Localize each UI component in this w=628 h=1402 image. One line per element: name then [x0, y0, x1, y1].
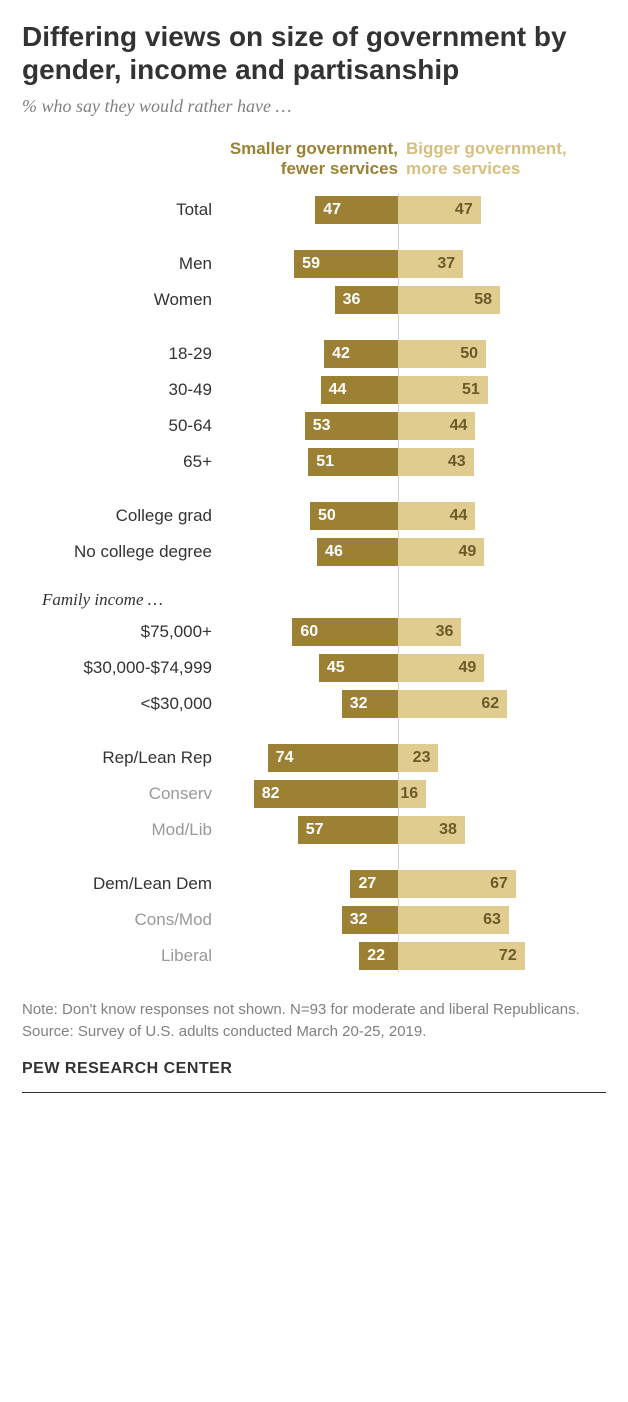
chart-row: Cons/Mod 3263 [22, 904, 606, 936]
row-label: 65+ [22, 452, 222, 472]
row-label: $75,000+ [22, 622, 222, 642]
bar-smaller-gov: 47 [315, 196, 398, 224]
chart-row: Liberal 2272 [22, 940, 606, 972]
legend-right: Bigger government, more services [398, 139, 567, 180]
bar-smaller-gov: 45 [319, 654, 398, 682]
section-header: Family income … [22, 590, 606, 610]
bar-smaller-gov: 82 [254, 780, 398, 808]
bar-bigger-gov: 63 [398, 906, 509, 934]
bar-smaller-gov: 59 [294, 250, 398, 278]
bar-bigger-gov: 38 [398, 816, 465, 844]
chart-row: Conserv 8216 [22, 778, 606, 810]
row-label: Liberal [22, 946, 222, 966]
bar-smaller-gov: 60 [292, 618, 398, 646]
bar-bigger-gov: 37 [398, 250, 463, 278]
chart-row: 18-29 4250 [22, 338, 606, 370]
chart-row: College grad 5044 [22, 500, 606, 532]
chart-row: Rep/Lean Rep 7423 [22, 742, 606, 774]
chart-row: <$30,000 3262 [22, 688, 606, 720]
bar-smaller-gov: 74 [268, 744, 398, 772]
bar-bigger-gov: 16 [398, 780, 426, 808]
row-label: College grad [22, 506, 222, 526]
bar-smaller-gov: 36 [335, 286, 398, 314]
row-label: 30-49 [22, 380, 222, 400]
chart-title: Differing views on size of government by… [22, 20, 606, 86]
bar-smaller-gov: 22 [359, 942, 398, 970]
legend-left-line2: fewer services [22, 159, 398, 179]
row-label: <$30,000 [22, 694, 222, 714]
bar-bigger-gov: 72 [398, 942, 525, 970]
chart-row: Dem/Lean Dem 2767 [22, 868, 606, 900]
chart-row: No college degree 4649 [22, 536, 606, 568]
bar-smaller-gov: 27 [350, 870, 398, 898]
row-label: $30,000-$74,999 [22, 658, 222, 678]
bar-bigger-gov: 67 [398, 870, 516, 898]
row-label: 50-64 [22, 416, 222, 436]
row-label: Women [22, 290, 222, 310]
legend-left-line1: Smaller government, [22, 139, 398, 159]
row-label: 18-29 [22, 344, 222, 364]
row-label: Cons/Mod [22, 910, 222, 930]
chart-row: 50-64 5344 [22, 410, 606, 442]
chart-row: Women 3658 [22, 284, 606, 316]
brand-label: PEW RESEARCH CENTER [22, 1060, 606, 1078]
bar-bigger-gov: 47 [398, 196, 481, 224]
bottom-rule [22, 1092, 606, 1093]
bar-bigger-gov: 36 [398, 618, 461, 646]
bar-bigger-gov: 58 [398, 286, 500, 314]
chart-row: Mod/Lib 5738 [22, 814, 606, 846]
bar-bigger-gov: 51 [398, 376, 488, 404]
bar-smaller-gov: 44 [321, 376, 398, 404]
bar-bigger-gov: 50 [398, 340, 486, 368]
bar-smaller-gov: 51 [308, 448, 398, 476]
row-label: Conserv [22, 784, 222, 804]
row-label: Rep/Lean Rep [22, 748, 222, 768]
chart-row: $75,000+ 6036 [22, 616, 606, 648]
chart-source: Source: Survey of U.S. adults conducted … [22, 1022, 606, 1042]
legend-left: Smaller government, fewer services [22, 139, 398, 180]
bar-smaller-gov: 32 [342, 906, 398, 934]
bar-bigger-gov: 44 [398, 502, 475, 530]
bar-bigger-gov: 49 [398, 538, 484, 566]
legend-right-line2: more services [406, 159, 567, 179]
bar-smaller-gov: 53 [305, 412, 398, 440]
bar-bigger-gov: 44 [398, 412, 475, 440]
row-label: Men [22, 254, 222, 274]
row-label: Mod/Lib [22, 820, 222, 840]
bar-smaller-gov: 57 [298, 816, 398, 844]
row-label: No college degree [22, 542, 222, 562]
chart-row: 65+ 5143 [22, 446, 606, 478]
chart-area: Total4747Men5937Women365818-29425030-494… [22, 194, 606, 972]
chart-row: Total 4747 [22, 194, 606, 226]
bar-smaller-gov: 50 [310, 502, 398, 530]
chart-row: $30,000-$74,999 4549 [22, 652, 606, 684]
chart-row: Men 5937 [22, 248, 606, 280]
bar-bigger-gov: 62 [398, 690, 507, 718]
legend-right-line1: Bigger government, [406, 139, 567, 159]
row-label: Total [22, 200, 222, 220]
bar-smaller-gov: 42 [324, 340, 398, 368]
bar-bigger-gov: 49 [398, 654, 484, 682]
chart-subtitle: % who say they would rather have … [22, 96, 606, 117]
chart-row: 30-49 4451 [22, 374, 606, 406]
bar-bigger-gov: 23 [398, 744, 438, 772]
bar-smaller-gov: 46 [317, 538, 398, 566]
row-label: Dem/Lean Dem [22, 874, 222, 894]
bar-smaller-gov: 32 [342, 690, 398, 718]
bar-bigger-gov: 43 [398, 448, 474, 476]
chart-legend: Smaller government, fewer services Bigge… [22, 139, 606, 180]
chart-note: Note: Don't know responses not shown. N=… [22, 1000, 606, 1020]
